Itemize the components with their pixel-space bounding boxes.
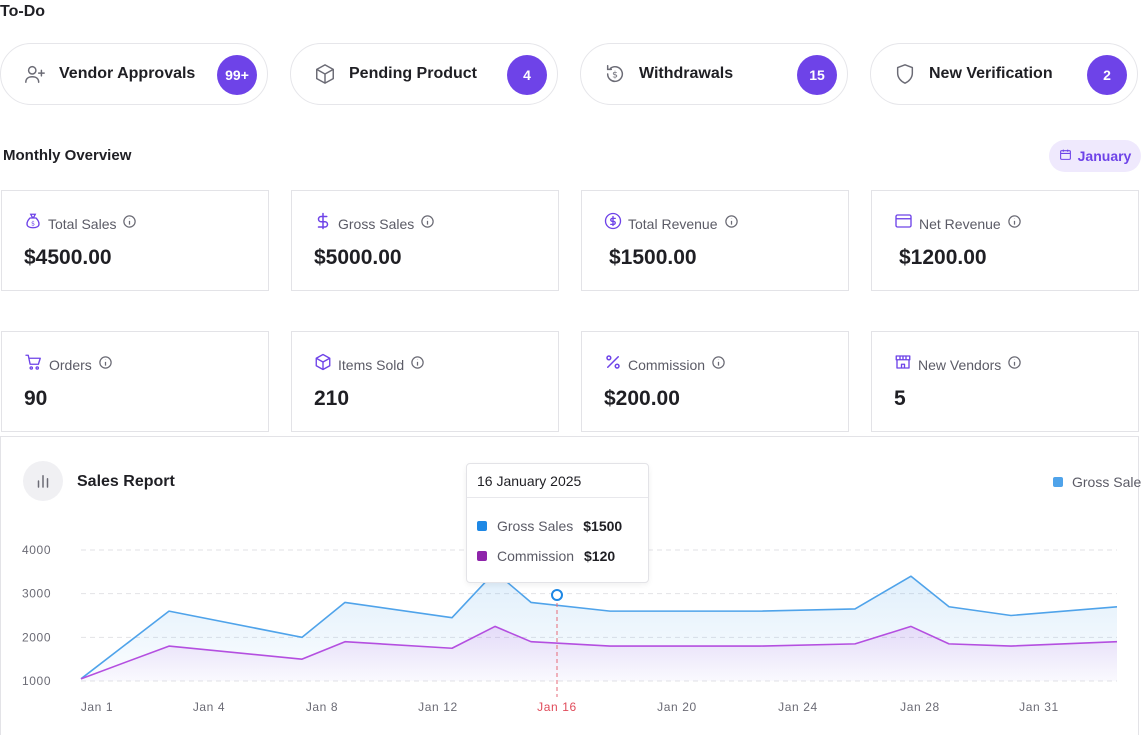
bar-chart-icon	[23, 461, 63, 501]
dollar-icon	[314, 212, 332, 235]
x-tick-label: Jan 20	[657, 700, 697, 714]
stat-card-new-vendors: New Vendors 5	[871, 331, 1139, 432]
tooltip-series-value: $1500	[583, 518, 623, 534]
info-icon[interactable]	[420, 214, 435, 234]
x-tick-label: Jan 4	[193, 700, 225, 714]
info-icon[interactable]	[711, 355, 726, 375]
todo-withdrawals[interactable]: $ Withdrawals 15	[580, 43, 848, 105]
stat-card-total-sales: $ Total Sales $4500.00	[1, 190, 269, 291]
todo-pending-product[interactable]: Pending Product 4	[290, 43, 558, 105]
x-tick-label: Jan 24	[778, 700, 818, 714]
card-label: Commission	[628, 356, 706, 373]
cart-icon	[24, 353, 43, 376]
todo-title: To-Do	[0, 3, 46, 20]
todo-new-verification[interactable]: New Verification 2	[870, 43, 1138, 105]
tooltip-series-name: Commission	[497, 548, 575, 564]
tooltip-series-name: Gross Sales	[497, 518, 574, 534]
todo-count-badge: 2	[1087, 55, 1127, 95]
chart-legend[interactable]: Gross Sale	[1053, 474, 1141, 490]
info-icon[interactable]	[1007, 214, 1022, 234]
calendar-icon	[1059, 148, 1072, 164]
box-icon	[314, 353, 332, 376]
todo-row: Vendor Approvals 99+ Pending Product 4 $…	[0, 43, 1142, 105]
stat-card-gross-sales: Gross Sales $5000.00	[291, 190, 559, 291]
legend-label: Gross Sale	[1072, 474, 1142, 490]
card-label: Net Revenue	[919, 215, 1001, 232]
todo-label: New Verification	[929, 65, 1053, 82]
todo-label: Pending Product	[349, 65, 477, 82]
tooltip-series-value: $120	[584, 548, 616, 564]
tooltip-swatch	[477, 551, 487, 561]
y-tick-label: 4000	[22, 543, 51, 557]
stat-card-orders: Orders 90	[1, 331, 269, 432]
todo-vendor-approvals[interactable]: Vendor Approvals 99+	[0, 43, 268, 105]
user-plus-icon	[23, 62, 47, 86]
info-icon[interactable]	[724, 214, 739, 234]
card-value: $4500.00	[24, 246, 112, 269]
card-label: Total Sales	[48, 215, 117, 232]
card-value: $5000.00	[314, 246, 402, 269]
card-value: $1200.00	[899, 246, 987, 269]
card-value: $200.00	[604, 387, 680, 410]
card-label: Gross Sales	[338, 215, 415, 232]
series-area	[81, 626, 1117, 681]
x-tick-label: Jan 12	[418, 700, 458, 714]
card-value: 210	[314, 387, 350, 410]
stat-card-total-revenue: Total Revenue $1500.00	[581, 190, 849, 291]
svg-text:$: $	[31, 221, 35, 228]
todo-count-badge: 99+	[217, 55, 257, 95]
month-label: January	[1077, 148, 1132, 164]
card-label: Orders	[49, 356, 92, 373]
refresh-dollar-icon: $	[603, 62, 627, 86]
y-tick-label: 2000	[22, 630, 51, 644]
tooltip-row-gross: Gross Sales $1500	[477, 518, 622, 534]
card-label: New Vendors	[918, 356, 1002, 373]
todo-count-badge: 4	[507, 55, 547, 95]
info-icon[interactable]	[410, 355, 425, 375]
legend-swatch	[1053, 477, 1063, 487]
svg-text:$: $	[612, 70, 618, 81]
card-value: $1500.00	[609, 246, 697, 269]
x-tick-label: Jan 1	[81, 700, 113, 714]
percent-icon	[604, 353, 622, 376]
card-label: Items Sold	[338, 356, 405, 373]
box-icon	[313, 62, 337, 86]
wallet-icon	[894, 212, 913, 235]
sales-report-title: Sales Report	[77, 473, 175, 490]
money-bag-icon: $	[24, 212, 42, 235]
overview-title: Monthly Overview	[3, 147, 132, 164]
tooltip-row-commission: Commission $120	[477, 548, 615, 564]
dollar-circle-icon	[604, 212, 622, 235]
x-tick-label: Jan 8	[306, 700, 338, 714]
info-icon[interactable]	[1007, 355, 1022, 375]
info-icon[interactable]	[122, 214, 137, 234]
store-icon	[894, 353, 912, 376]
month-selector[interactable]: January	[1049, 140, 1141, 172]
x-tick-label: Jan 16	[537, 700, 577, 714]
tooltip-date: 16 January 2025	[467, 464, 648, 498]
y-tick-label: 3000	[22, 587, 51, 601]
tooltip-swatch	[477, 521, 487, 531]
stat-card-commission: Commission $200.00	[581, 331, 849, 432]
todo-count-badge: 15	[797, 55, 837, 95]
x-tick-label: Jan 28	[900, 700, 940, 714]
card-value: 90	[24, 387, 48, 410]
todo-label: Withdrawals	[639, 65, 734, 82]
card-label: Total Revenue	[628, 215, 718, 232]
card-value: 5	[894, 387, 906, 410]
chart-tooltip: 16 January 2025 Gross Sales $1500 Commis…	[466, 463, 649, 583]
todo-label: Vendor Approvals	[59, 65, 196, 82]
stat-card-net-revenue: Net Revenue $1200.00	[871, 190, 1139, 291]
info-icon[interactable]	[98, 355, 113, 375]
stat-card-items-sold: Items Sold 210	[291, 331, 559, 432]
x-tick-label: Jan 31	[1019, 700, 1059, 714]
shield-icon	[893, 62, 917, 86]
y-tick-label: 1000	[22, 674, 51, 688]
hover-marker	[551, 589, 563, 601]
